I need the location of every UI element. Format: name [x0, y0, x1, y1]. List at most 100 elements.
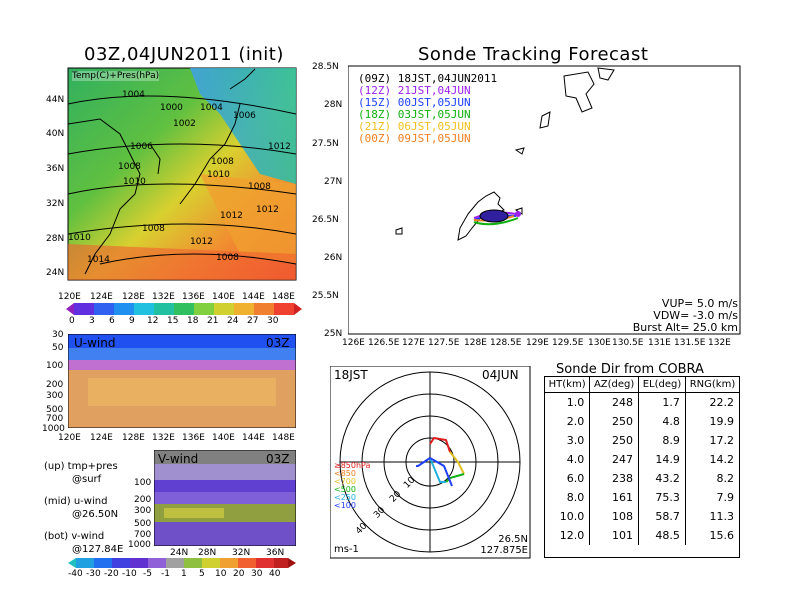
level-label: <850 [334, 469, 356, 478]
colorbar-tick: 9 [129, 316, 135, 326]
lat-tick: 25N [324, 329, 343, 339]
legend-entry: (12Z) 21JST,04JUN [358, 84, 471, 97]
lat-tick: 36N [266, 548, 285, 558]
colorbar-tick: 30 [251, 569, 263, 579]
lon-tick: 127.5E [428, 338, 460, 348]
table-row: 3.0 250 8.9 17.2 [545, 431, 739, 450]
table-cell: 19.9 [709, 415, 735, 428]
pressure-tick: 700 [134, 530, 152, 540]
legend-entry: (15Z) 00JST,05JUN [358, 96, 471, 109]
lon-tick: 126E [342, 338, 365, 348]
isobar-label: 1000 [160, 103, 183, 113]
table-row: 8.0 161 75.3 7.9 [545, 488, 739, 507]
table-row: 12.0 101 48.5 15.6 [545, 526, 739, 545]
hodograph-polar-plot [330, 366, 531, 559]
table-cell: 161 [589, 488, 640, 507]
colorbar-tick: -20 [104, 569, 119, 579]
note-mid: (mid) u-wind @26.50N [44, 496, 119, 520]
temperature-colorbar [66, 303, 302, 315]
pressure-tick: 200 [46, 380, 64, 390]
note-bot: (bot) v-wind @127.84E [44, 531, 124, 555]
table-row: 10.0 108 58.7 11.3 [545, 507, 739, 526]
col-header: HT(km) [545, 377, 591, 393]
table-cell: 14.2 [709, 453, 735, 466]
pressure-tick: 700 [46, 414, 64, 424]
level-label: <250 [334, 493, 356, 502]
lat-tick: 40N [46, 129, 65, 139]
col-header: EL(deg) [638, 377, 686, 393]
table-cell: 238 [589, 469, 640, 488]
table-cell: 250 [589, 431, 640, 450]
lat-tick: 32N [46, 199, 65, 209]
track-params: VUP= 5.0 m/s VDW= -3.0 m/s Burst Alt= 25… [624, 298, 738, 334]
lat-tick: 27.5N [312, 139, 339, 149]
colorbar-tick: 30 [267, 316, 279, 326]
colorbar-tick: -10 [122, 569, 137, 579]
lon-tick: 124E [90, 433, 113, 443]
lat-tick: 28N [324, 100, 343, 110]
table-row: 1.0 248 1.7 22.2 [545, 392, 739, 412]
temperature-pressure-map: 1004 1000 1004 1002 1006 1006 1008 1012 … [67, 67, 297, 281]
colorbar-tick: 10 [215, 569, 227, 579]
table-cell: 17.2 [709, 434, 735, 447]
lon-tick: 130.5E [612, 338, 644, 348]
colorbar-tick: 12 [147, 316, 159, 326]
isobar-label: 1012 [190, 237, 213, 247]
lon-tick: 120E [58, 292, 81, 302]
table-row: 6.0 238 43.2 8.2 [545, 469, 739, 488]
isobar-label: 1010 [207, 170, 230, 180]
table-cell: 4.0 [545, 450, 591, 469]
table-cell: 8.2 [716, 472, 735, 485]
colorbar-tick: 0 [69, 316, 75, 326]
table-cell: 247 [589, 450, 640, 469]
v-wind-section [154, 450, 296, 546]
table-cell: 12.0 [545, 526, 591, 545]
lat-tick: 36N [46, 164, 65, 174]
pressure-tick: 500 [46, 405, 64, 415]
lon-tick: 128E [464, 338, 487, 348]
colorbar-tick: 5 [199, 569, 205, 579]
table-cell: 250 [589, 412, 640, 431]
pressure-tick: 30 [52, 330, 64, 340]
isobar-label: 1006 [233, 111, 256, 121]
table-cell: 1.7 [638, 392, 686, 412]
lon-tick: 132E [152, 433, 175, 443]
table-title: Sonde Dir from COBRA [556, 362, 704, 377]
pressure-tick: 100 [134, 478, 152, 488]
pressure-level-legend: ≥850hPa <850 <700 <500 <250 <100 [334, 462, 370, 510]
isobar-label: 1002 [173, 119, 196, 129]
pressure-tick: 1000 [42, 424, 65, 434]
table-cell: 48.5 [638, 526, 686, 545]
burst-alt-value: Burst Alt= 25.0 km [632, 321, 738, 334]
table-row: 4.0 247 14.9 14.2 [545, 450, 739, 469]
colorbar-tick: 27 [247, 316, 259, 326]
lon-tick: 129.5E [552, 338, 584, 348]
table-cell: 8.0 [545, 488, 591, 507]
pressure-tick: 200 [134, 495, 152, 505]
lon-tick: 120E [58, 433, 81, 443]
polar-location: 26.5N 127.875E [480, 534, 528, 556]
lon-tick: 140E [212, 433, 235, 443]
isobar-label: 1008 [142, 224, 165, 234]
table-cell: 108 [589, 507, 640, 526]
sonde-direction-table: HT(km) AZ(deg) EL(deg) RNG(km) 1.0 248 1… [544, 376, 740, 558]
colorbar-tick: 21 [207, 316, 219, 326]
table-cell: 101 [589, 526, 640, 545]
lon-tick: 136E [182, 292, 205, 302]
level-label: <500 [334, 485, 356, 494]
lat-tick: 25.5N [312, 291, 339, 301]
u-wind-title: U-wind [74, 336, 116, 350]
lon-tick: 136E [182, 433, 205, 443]
col-header: RNG(km) [685, 377, 739, 393]
table-cell: 11.3 [709, 510, 735, 523]
colorbar-tick: -40 [68, 569, 83, 579]
pressure-tick: 50 [52, 343, 64, 353]
lat-tick: 26.5N [312, 215, 339, 225]
colorbar-tick: 3 [89, 316, 95, 326]
lon-tick: 144E [242, 433, 265, 443]
lat-tick: 27N [324, 177, 343, 187]
table-cell: 3.0 [545, 431, 591, 450]
isobar-label: 1008 [216, 253, 239, 263]
table-header-row: HT(km) AZ(deg) EL(deg) RNG(km) [545, 377, 739, 393]
colorbar-tick: -5 [143, 569, 152, 579]
